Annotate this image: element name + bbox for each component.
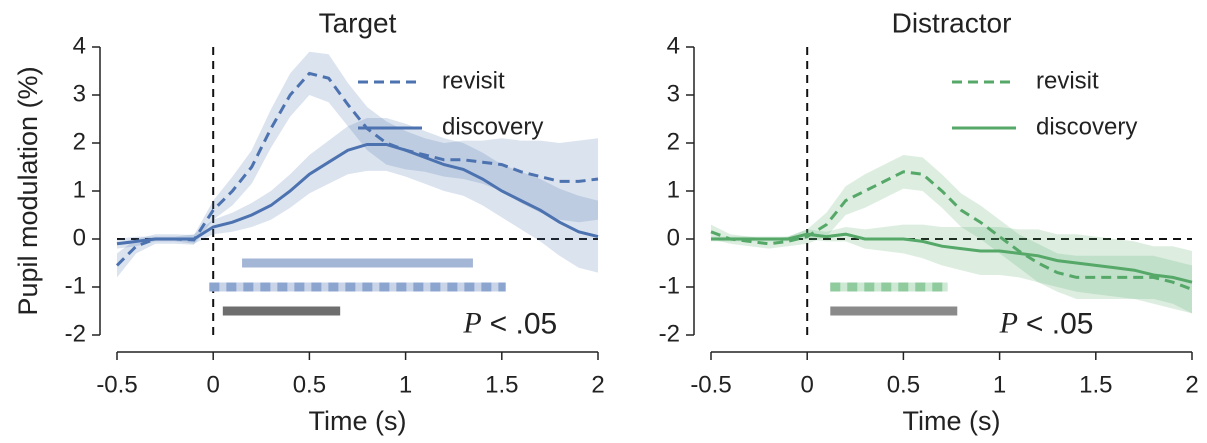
y-tick-label: 0 [73, 224, 86, 251]
x-axis-label: Time (s) [903, 406, 1001, 436]
x-tick-label: 0 [801, 371, 814, 398]
x-tick-label: 2 [1185, 371, 1198, 398]
x-tick-label: 2 [591, 371, 604, 398]
x-tick-label: 0.5 [293, 371, 326, 398]
ci-band [711, 155, 1192, 314]
series-line [710, 170, 1193, 291]
series-line [115, 71, 599, 267]
y-axis-label: Pupil modulation (%) [13, 66, 43, 315]
annotation-text: < .05 [490, 307, 558, 340]
x-axis-label: Time (s) [309, 406, 407, 436]
annotation: P < .05 [462, 306, 557, 340]
y-tick-label: 3 [73, 80, 86, 107]
y-tick-label: -1 [65, 272, 86, 299]
y-tick-label: 2 [73, 128, 86, 155]
chart-title: Distractor [892, 7, 1012, 38]
y-tick-label: 0 [667, 224, 680, 251]
y-tick-label: 4 [667, 32, 680, 59]
y-tick-label: 2 [667, 128, 680, 155]
legend-label: revisit [442, 67, 505, 94]
y-tick-label: -2 [659, 320, 680, 347]
legend-label: discovery [442, 113, 543, 140]
ci-band [711, 224, 1192, 314]
x-tick-label: 1 [399, 371, 412, 398]
x-tick-label: 0.5 [887, 371, 920, 398]
y-tick-label: 4 [73, 32, 86, 59]
x-tick-label: 1.5 [1079, 371, 1112, 398]
series-line [116, 142, 599, 246]
x-tick-label: -0.5 [690, 371, 731, 398]
x-tick-label: -0.5 [96, 371, 137, 398]
y-tick-label: -2 [65, 320, 86, 347]
y-tick-label: 1 [73, 176, 86, 203]
annotation-italic: P [999, 306, 1018, 339]
chart-title: Target [319, 7, 397, 38]
ci-band [117, 118, 598, 273]
x-tick-label: 1 [993, 371, 1006, 398]
annotation: P < .05 [999, 306, 1094, 340]
x-tick-label: 0 [207, 371, 220, 398]
y-tick-label: -1 [659, 272, 680, 299]
legend-label: revisit [1036, 67, 1099, 94]
x-tick-label: 1.5 [485, 371, 518, 398]
y-tick-label: 3 [667, 80, 680, 107]
annotation-italic: P [462, 306, 481, 339]
legend-label: discovery [1036, 113, 1137, 140]
annotation-text: < .05 [1026, 307, 1094, 340]
y-tick-label: 1 [667, 176, 680, 203]
series-line [711, 232, 1193, 284]
